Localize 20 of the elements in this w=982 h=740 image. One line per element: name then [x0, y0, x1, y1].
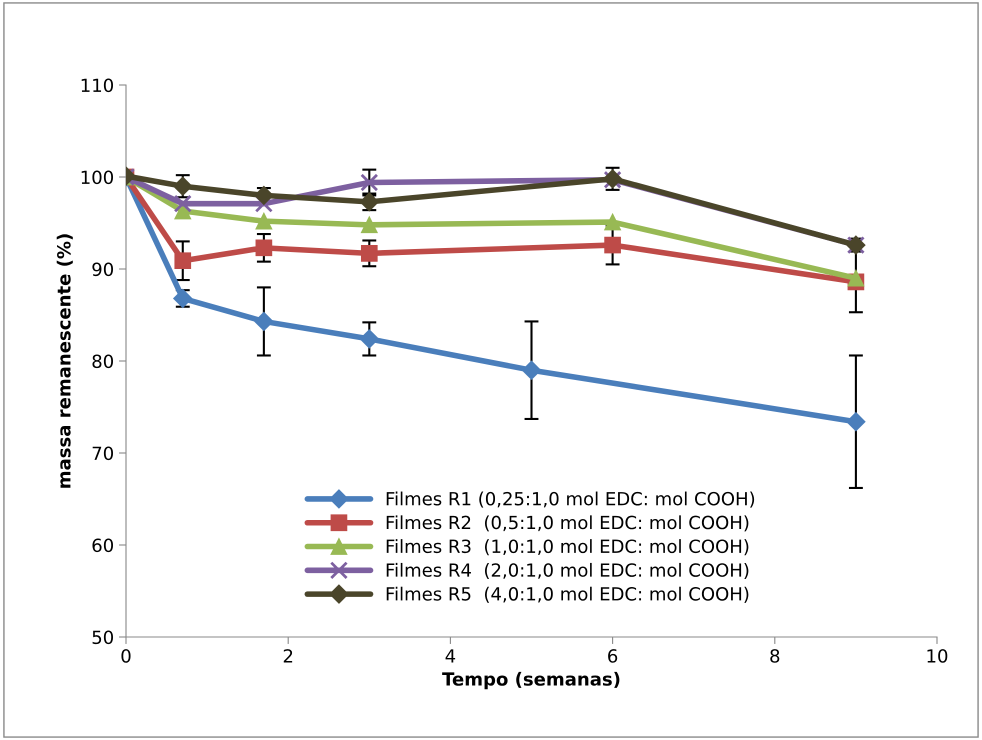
legend-label: Filmes R1 (0,25:1,0 mol EDC: mol COOH) [386, 492, 754, 508]
y-tick-label: 80 [92, 354, 113, 368]
y-tick-label: 110 [82, 78, 113, 92]
x-tick-label: 4 [446, 649, 456, 663]
y-tick-label: 100 [82, 170, 113, 184]
x-tick-label: 6 [608, 649, 618, 663]
y-axis-title: massa remanescente (%) [56, 234, 73, 488]
legend-label: Filmes R3 (1,0:1,0 mol EDC: mol COOH) [386, 539, 748, 556]
legend-label: Filmes R4 (2,0:1,0 mol EDC: mol COOH) [386, 562, 748, 580]
y-tick-label: 70 [92, 446, 113, 460]
x-tick-label: 2 [284, 649, 292, 663]
x-tick-label: 0 [121, 649, 131, 663]
y-tick-label: 60 [92, 538, 113, 552]
legend-label: Filmes R2 (0,5:1,0 mol EDC: mol COOH) [386, 515, 748, 532]
y-tick-label: 90 [92, 262, 113, 276]
x-tick-label: 8 [770, 649, 780, 663]
y-tick-label: 50 [92, 630, 113, 644]
x-axis-title: Tempo (semanas) [442, 672, 620, 690]
x-tick-label: 10 [927, 649, 948, 663]
legend-label: Filmes R5 (4,0:1,0 mol EDC: mol COOH) [386, 586, 748, 603]
